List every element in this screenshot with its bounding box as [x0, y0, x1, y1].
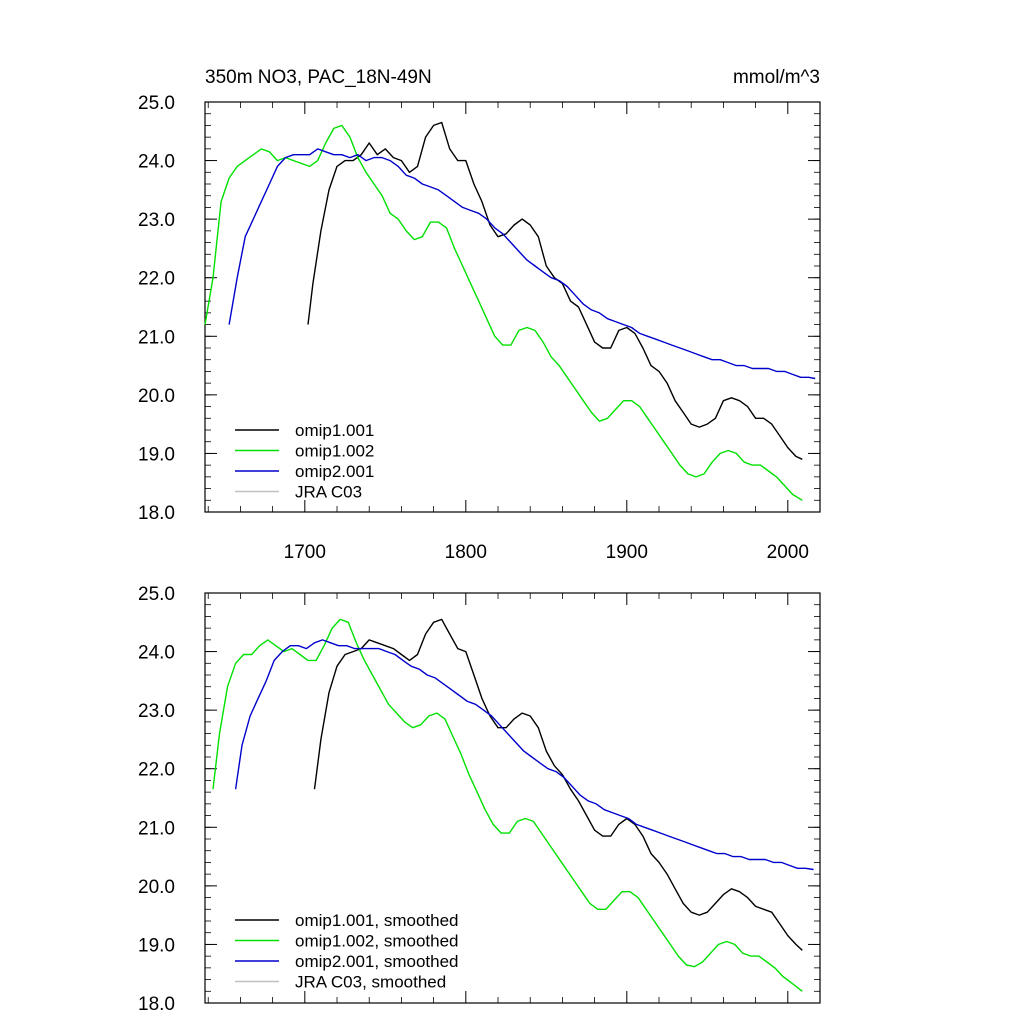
x-tick-label: 1800 [445, 542, 487, 563]
y-tick-label: 24.0 [138, 643, 175, 664]
series-line-2 [228, 148, 816, 380]
legend-label: omip1.001 [295, 421, 374, 440]
y-tick-label: 20.0 [138, 877, 175, 898]
x-tick-label: 2000 [767, 542, 809, 563]
y-tick-label: 23.0 [138, 210, 175, 231]
legend-label: JRA C03, smoothed [295, 973, 446, 992]
legend-label: omip2.001, smoothed [295, 952, 459, 971]
legend-label: omip1.001, smoothed [295, 911, 459, 930]
y-tick-label: 22.0 [138, 760, 175, 781]
y-tick-label: 24.0 [138, 152, 175, 173]
y-tick-label: 18.0 [138, 994, 175, 1015]
series-line-1 [204, 124, 803, 501]
chart-title: 350m NO3, PAC_18N-49N [205, 67, 432, 88]
x-tick-label: 1700 [284, 542, 326, 563]
y-tick-label: 25.0 [138, 584, 175, 605]
y-tick-label: 21.0 [138, 818, 175, 839]
legend-label: omip1.002 [295, 442, 374, 461]
legend-label: omip1.002, smoothed [295, 932, 459, 951]
y-tick-label: 19.0 [138, 935, 175, 956]
series-line-0 [313, 618, 803, 951]
y-tick-label: 23.0 [138, 701, 175, 722]
y-tick-label: 18.0 [138, 503, 175, 524]
legend-label: JRA C03 [295, 483, 362, 502]
y-tick-label: 19.0 [138, 444, 175, 465]
y-tick-label: 21.0 [138, 327, 175, 348]
panel-bottom: 18.0 19.0 20.0 21.0 22.0 23.0 24.0 25.0 omip1.00… [138, 584, 821, 1015]
series-line-2 [234, 639, 814, 871]
plot-frame [204, 101, 821, 513]
plot-frame [204, 592, 821, 1004]
y-tick-label: 20.0 [138, 386, 175, 407]
panel-top: 18.0 19.0 20.0 21.0 22.0 23.0 24.0 25.0 1700 1800… [138, 67, 821, 563]
y-tick-label: 22.0 [138, 269, 175, 290]
x-tick-label: 1900 [606, 542, 648, 563]
series-line-0 [307, 121, 803, 460]
units-label: mmol/m^3 [733, 67, 820, 88]
legend-label: omip2.001 [295, 462, 374, 481]
y-tick-label: 25.0 [138, 93, 175, 114]
series-line-1 [212, 618, 803, 992]
